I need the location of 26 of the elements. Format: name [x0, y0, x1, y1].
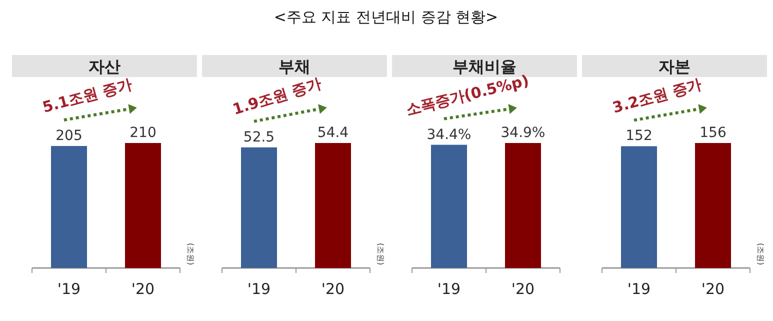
x-tick-label: '19 [437, 280, 461, 298]
x-tick-label: '20 [511, 280, 535, 298]
data-label: 156 [700, 125, 726, 141]
x-tick-label: '20 [131, 280, 155, 298]
text: (조원) [186, 242, 195, 266]
data-label: 54.4 [317, 125, 349, 141]
text: (조원) [756, 242, 765, 266]
chart-title: 부채비율 [452, 57, 516, 76]
text: <주요 지표 전년대비 증감 현황> [274, 8, 498, 26]
chart-title: 자산 [88, 57, 120, 76]
data-label: 205 [56, 128, 82, 144]
x-tick-label: '20 [701, 280, 725, 298]
x-tick-label: '20 [321, 280, 345, 298]
x-tick-label: '19 [627, 280, 651, 298]
data-label: 34.4% [426, 126, 472, 143]
data-label: 210 [130, 125, 156, 141]
text: 5.1조원 증가 [40, 74, 134, 116]
data-label: 152 [626, 128, 652, 144]
data-label: 34.9% [500, 125, 546, 141]
chart-title: 부채 [278, 57, 310, 76]
text: (조원) [376, 242, 385, 266]
chart-title: 자본 [658, 57, 690, 76]
x-tick-label: '19 [57, 280, 81, 298]
text: 3.2조원 증가 [610, 74, 704, 117]
data-label: 52.5 [243, 129, 275, 146]
x-tick-label: '19 [247, 280, 271, 298]
